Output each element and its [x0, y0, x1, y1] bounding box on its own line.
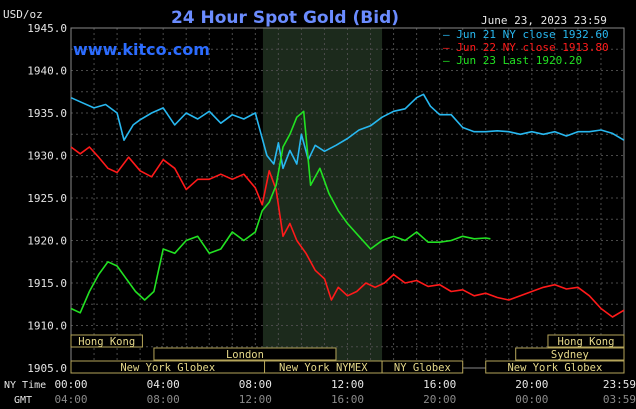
session-bar: Hong Kong: [547, 334, 625, 348]
x-axis-gmt-label: GMT: [14, 395, 32, 406]
session-bar: New York Globex: [70, 360, 266, 374]
session-bar-label: Hong Kong: [78, 336, 135, 348]
chart-date: June 23, 2023 23:59: [481, 14, 607, 27]
session-bar-box: [153, 347, 337, 361]
y-tick-label: 1945.0: [27, 22, 67, 35]
session-bar-label: New York Globex: [120, 362, 215, 374]
x-tick-label-gmt: 16:00: [331, 393, 364, 406]
x-tick-label-gmt: 00:00: [515, 393, 548, 406]
series-line-2: [70, 146, 625, 318]
x-tick-label-gmt: 12:00: [239, 393, 272, 406]
session-bar-label: London: [226, 349, 264, 361]
y-tick-label: 1925.0: [27, 192, 67, 205]
x-tick-label-gmt: 20:00: [423, 393, 456, 406]
legend-entry: — Jun 21 NY close 1932.60: [443, 28, 609, 41]
session-bar: New York NYMEX: [264, 360, 383, 374]
y-tick-label: 1930.0: [27, 150, 67, 163]
session-bar-box: [70, 334, 143, 348]
x-tick-label-ny: 16:00: [423, 378, 456, 391]
y-tick-label: 1910.0: [27, 320, 67, 333]
y-axis-unit-label: USD/oz: [3, 8, 43, 21]
y-tick-label: 1905.0: [27, 362, 67, 375]
y-tick-label: 1915.0: [27, 277, 67, 290]
x-tick-label-ny: 04:00: [147, 378, 180, 391]
x-tick-label-ny: 23:59: [603, 378, 636, 391]
x-tick-label-ny: 00:00: [54, 378, 87, 391]
x-tick-label-ny: 08:00: [239, 378, 272, 391]
x-tick-label-gmt: 03:59: [603, 393, 636, 406]
session-bar-box: [381, 360, 464, 374]
session-bar: London: [153, 347, 337, 361]
session-bar-label: New York Globex: [507, 362, 602, 374]
y-tick-label: 1935.0: [27, 107, 67, 120]
session-bar-label: Hong Kong: [558, 336, 615, 348]
kitco-watermark: www.kitco.com: [73, 40, 210, 59]
session-bar-label: New York NYMEX: [279, 362, 368, 374]
session-bar-box: [485, 360, 625, 374]
series-line-3: [70, 110, 491, 314]
y-tick-label: 1920.0: [27, 235, 67, 248]
x-tick-label-gmt: 08:00: [147, 393, 180, 406]
x-axis-ny-time-label: NY Time: [4, 380, 46, 391]
series-line-1: [70, 93, 625, 170]
x-tick-label-gmt: 04:00: [54, 393, 87, 406]
chart-title: 24 Hour Spot Gold (Bid): [171, 8, 399, 28]
legend-entry: — Jun 23 Last 1920.20: [443, 54, 582, 67]
x-tick-label-ny: 20:00: [515, 378, 548, 391]
session-bar-box: [515, 347, 625, 361]
session-bar: NY Globex: [381, 360, 464, 374]
session-bar-label: NY Globex: [394, 362, 451, 374]
x-tick-label-ny: 12:00: [331, 378, 364, 391]
session-bar-box: [547, 334, 625, 348]
session-bar-label: Sydney: [551, 349, 589, 361]
session-bar: Sydney: [515, 347, 625, 361]
session-bar: New York Globex: [485, 360, 625, 374]
chart-legend: — Jun 21 NY close 1932.60— Jun 22 NY clo…: [443, 28, 609, 67]
y-tick-label: 1940.0: [27, 65, 67, 78]
legend-entry: — Jun 22 NY close 1913.80: [443, 41, 609, 54]
session-bar: Hong Kong: [70, 334, 143, 348]
